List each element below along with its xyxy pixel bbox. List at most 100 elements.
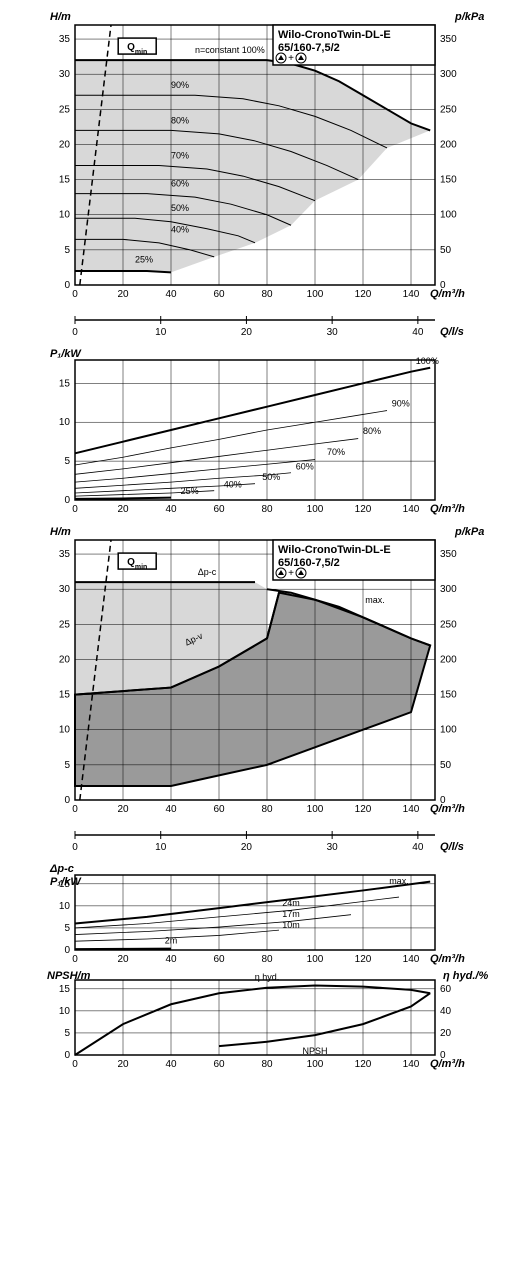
svg-text:120: 120 bbox=[355, 289, 372, 300]
chart-control-modes: 0204060801001201400510152025303505010015… bbox=[30, 520, 520, 820]
svg-text:80%: 80% bbox=[171, 115, 189, 125]
svg-text:10: 10 bbox=[59, 210, 71, 221]
svg-text:20: 20 bbox=[117, 1059, 129, 1070]
svg-text:50: 50 bbox=[440, 245, 452, 256]
svg-text:Q/l/s: Q/l/s bbox=[440, 841, 464, 853]
svg-text:5: 5 bbox=[64, 923, 70, 934]
svg-text:25: 25 bbox=[59, 104, 71, 115]
svg-text:Q/m³/h: Q/m³/h bbox=[430, 1058, 465, 1070]
svg-text:max.: max. bbox=[365, 595, 385, 605]
svg-text:17m: 17m bbox=[282, 909, 300, 919]
svg-text:90%: 90% bbox=[171, 80, 189, 90]
svg-text:10: 10 bbox=[59, 1006, 71, 1017]
svg-text:15: 15 bbox=[59, 175, 71, 186]
svg-text:H/m: H/m bbox=[50, 526, 71, 538]
svg-text:20: 20 bbox=[117, 954, 129, 965]
svg-text:+: + bbox=[288, 568, 294, 579]
svg-text:80: 80 bbox=[261, 504, 273, 515]
svg-text:P₁/kW: P₁/kW bbox=[50, 348, 82, 360]
svg-text:35: 35 bbox=[59, 34, 71, 45]
svg-text:10: 10 bbox=[59, 901, 71, 912]
svg-text:50: 50 bbox=[440, 760, 452, 771]
svg-text:40: 40 bbox=[412, 327, 424, 338]
svg-text:10m: 10m bbox=[282, 920, 300, 930]
svg-text:250: 250 bbox=[440, 619, 457, 630]
svg-text:n=constant 100%: n=constant 100% bbox=[195, 45, 265, 55]
svg-text:70%: 70% bbox=[171, 151, 189, 161]
svg-text:5: 5 bbox=[64, 760, 70, 771]
svg-text:40: 40 bbox=[165, 804, 177, 815]
svg-text:Δp-c: Δp-c bbox=[49, 863, 74, 875]
svg-text:80: 80 bbox=[261, 1059, 273, 1070]
svg-text:120: 120 bbox=[355, 954, 372, 965]
svg-text:100: 100 bbox=[440, 210, 457, 221]
svg-text:140: 140 bbox=[403, 804, 420, 815]
svg-text:20: 20 bbox=[440, 1028, 452, 1039]
svg-text:10: 10 bbox=[155, 327, 167, 338]
svg-text:200: 200 bbox=[440, 654, 457, 665]
svg-text:60%: 60% bbox=[296, 462, 314, 472]
svg-text:p/kPa: p/kPa bbox=[454, 11, 484, 23]
svg-text:Q/m³/h: Q/m³/h bbox=[430, 803, 465, 815]
svg-text:NPSH/m: NPSH/m bbox=[47, 970, 91, 982]
svg-text:2m: 2m bbox=[165, 935, 178, 945]
svg-text:80: 80 bbox=[261, 954, 273, 965]
svg-text:40%: 40% bbox=[171, 224, 189, 234]
svg-text:30: 30 bbox=[327, 842, 339, 853]
svg-text:60%: 60% bbox=[171, 179, 189, 189]
svg-text:40: 40 bbox=[165, 289, 177, 300]
svg-text:0: 0 bbox=[72, 1059, 78, 1070]
svg-text:40: 40 bbox=[165, 954, 177, 965]
svg-text:200: 200 bbox=[440, 139, 457, 150]
svg-text:40: 40 bbox=[165, 1059, 177, 1070]
svg-text:70%: 70% bbox=[327, 447, 345, 457]
svg-text:0: 0 bbox=[64, 280, 70, 291]
svg-text:140: 140 bbox=[403, 1059, 420, 1070]
svg-text:80: 80 bbox=[261, 804, 273, 815]
svg-text:20: 20 bbox=[241, 842, 253, 853]
svg-text:Wilo-CronoTwin-DL-E: Wilo-CronoTwin-DL-E bbox=[278, 29, 391, 41]
svg-text:30: 30 bbox=[59, 69, 71, 80]
svg-text:+: + bbox=[288, 53, 294, 64]
svg-text:0: 0 bbox=[72, 954, 78, 965]
svg-text:120: 120 bbox=[355, 504, 372, 515]
chart-npsh-eta: 0204060801001201400510150204060η hyd.NPS… bbox=[30, 970, 520, 1070]
svg-text:150: 150 bbox=[440, 175, 457, 186]
svg-text:350: 350 bbox=[440, 34, 457, 45]
svg-text:0: 0 bbox=[72, 327, 78, 338]
svg-text:140: 140 bbox=[403, 504, 420, 515]
svg-text:100: 100 bbox=[307, 504, 324, 515]
svg-text:60: 60 bbox=[213, 804, 225, 815]
svg-text:Δp-c: Δp-c bbox=[198, 567, 217, 577]
axis-flow-ls: 010203040Q/l/s bbox=[30, 310, 520, 340]
svg-text:60: 60 bbox=[440, 984, 452, 995]
svg-text:300: 300 bbox=[440, 69, 457, 80]
svg-text:25%: 25% bbox=[181, 486, 199, 496]
svg-text:50%: 50% bbox=[171, 203, 189, 213]
svg-text:60: 60 bbox=[213, 954, 225, 965]
svg-text:Wilo-CronoTwin-DL-E: Wilo-CronoTwin-DL-E bbox=[278, 544, 391, 556]
svg-text:150: 150 bbox=[440, 690, 457, 701]
svg-text:20: 20 bbox=[117, 289, 129, 300]
svg-text:90%: 90% bbox=[392, 399, 410, 409]
svg-text:H/m: H/m bbox=[50, 11, 71, 23]
svg-text:20: 20 bbox=[59, 654, 71, 665]
svg-text:40: 40 bbox=[412, 842, 424, 853]
svg-text:η hyd.: η hyd. bbox=[255, 972, 280, 982]
svg-text:100: 100 bbox=[307, 289, 324, 300]
svg-text:20: 20 bbox=[241, 327, 253, 338]
svg-text:15: 15 bbox=[59, 378, 71, 389]
svg-text:5: 5 bbox=[64, 1028, 70, 1039]
svg-text:40: 40 bbox=[165, 504, 177, 515]
svg-text:50%: 50% bbox=[262, 472, 280, 482]
chart-head-flow: 0204060801001201400510152025303505010015… bbox=[30, 5, 520, 305]
svg-text:140: 140 bbox=[403, 289, 420, 300]
svg-text:0: 0 bbox=[64, 1050, 70, 1061]
svg-text:η hyd./%: η hyd./% bbox=[443, 970, 488, 982]
svg-text:350: 350 bbox=[440, 549, 457, 560]
svg-text:15: 15 bbox=[59, 690, 71, 701]
svg-text:100: 100 bbox=[307, 954, 324, 965]
svg-text:10: 10 bbox=[155, 842, 167, 853]
svg-text:NPSH: NPSH bbox=[302, 1046, 327, 1056]
svg-text:80: 80 bbox=[261, 289, 273, 300]
